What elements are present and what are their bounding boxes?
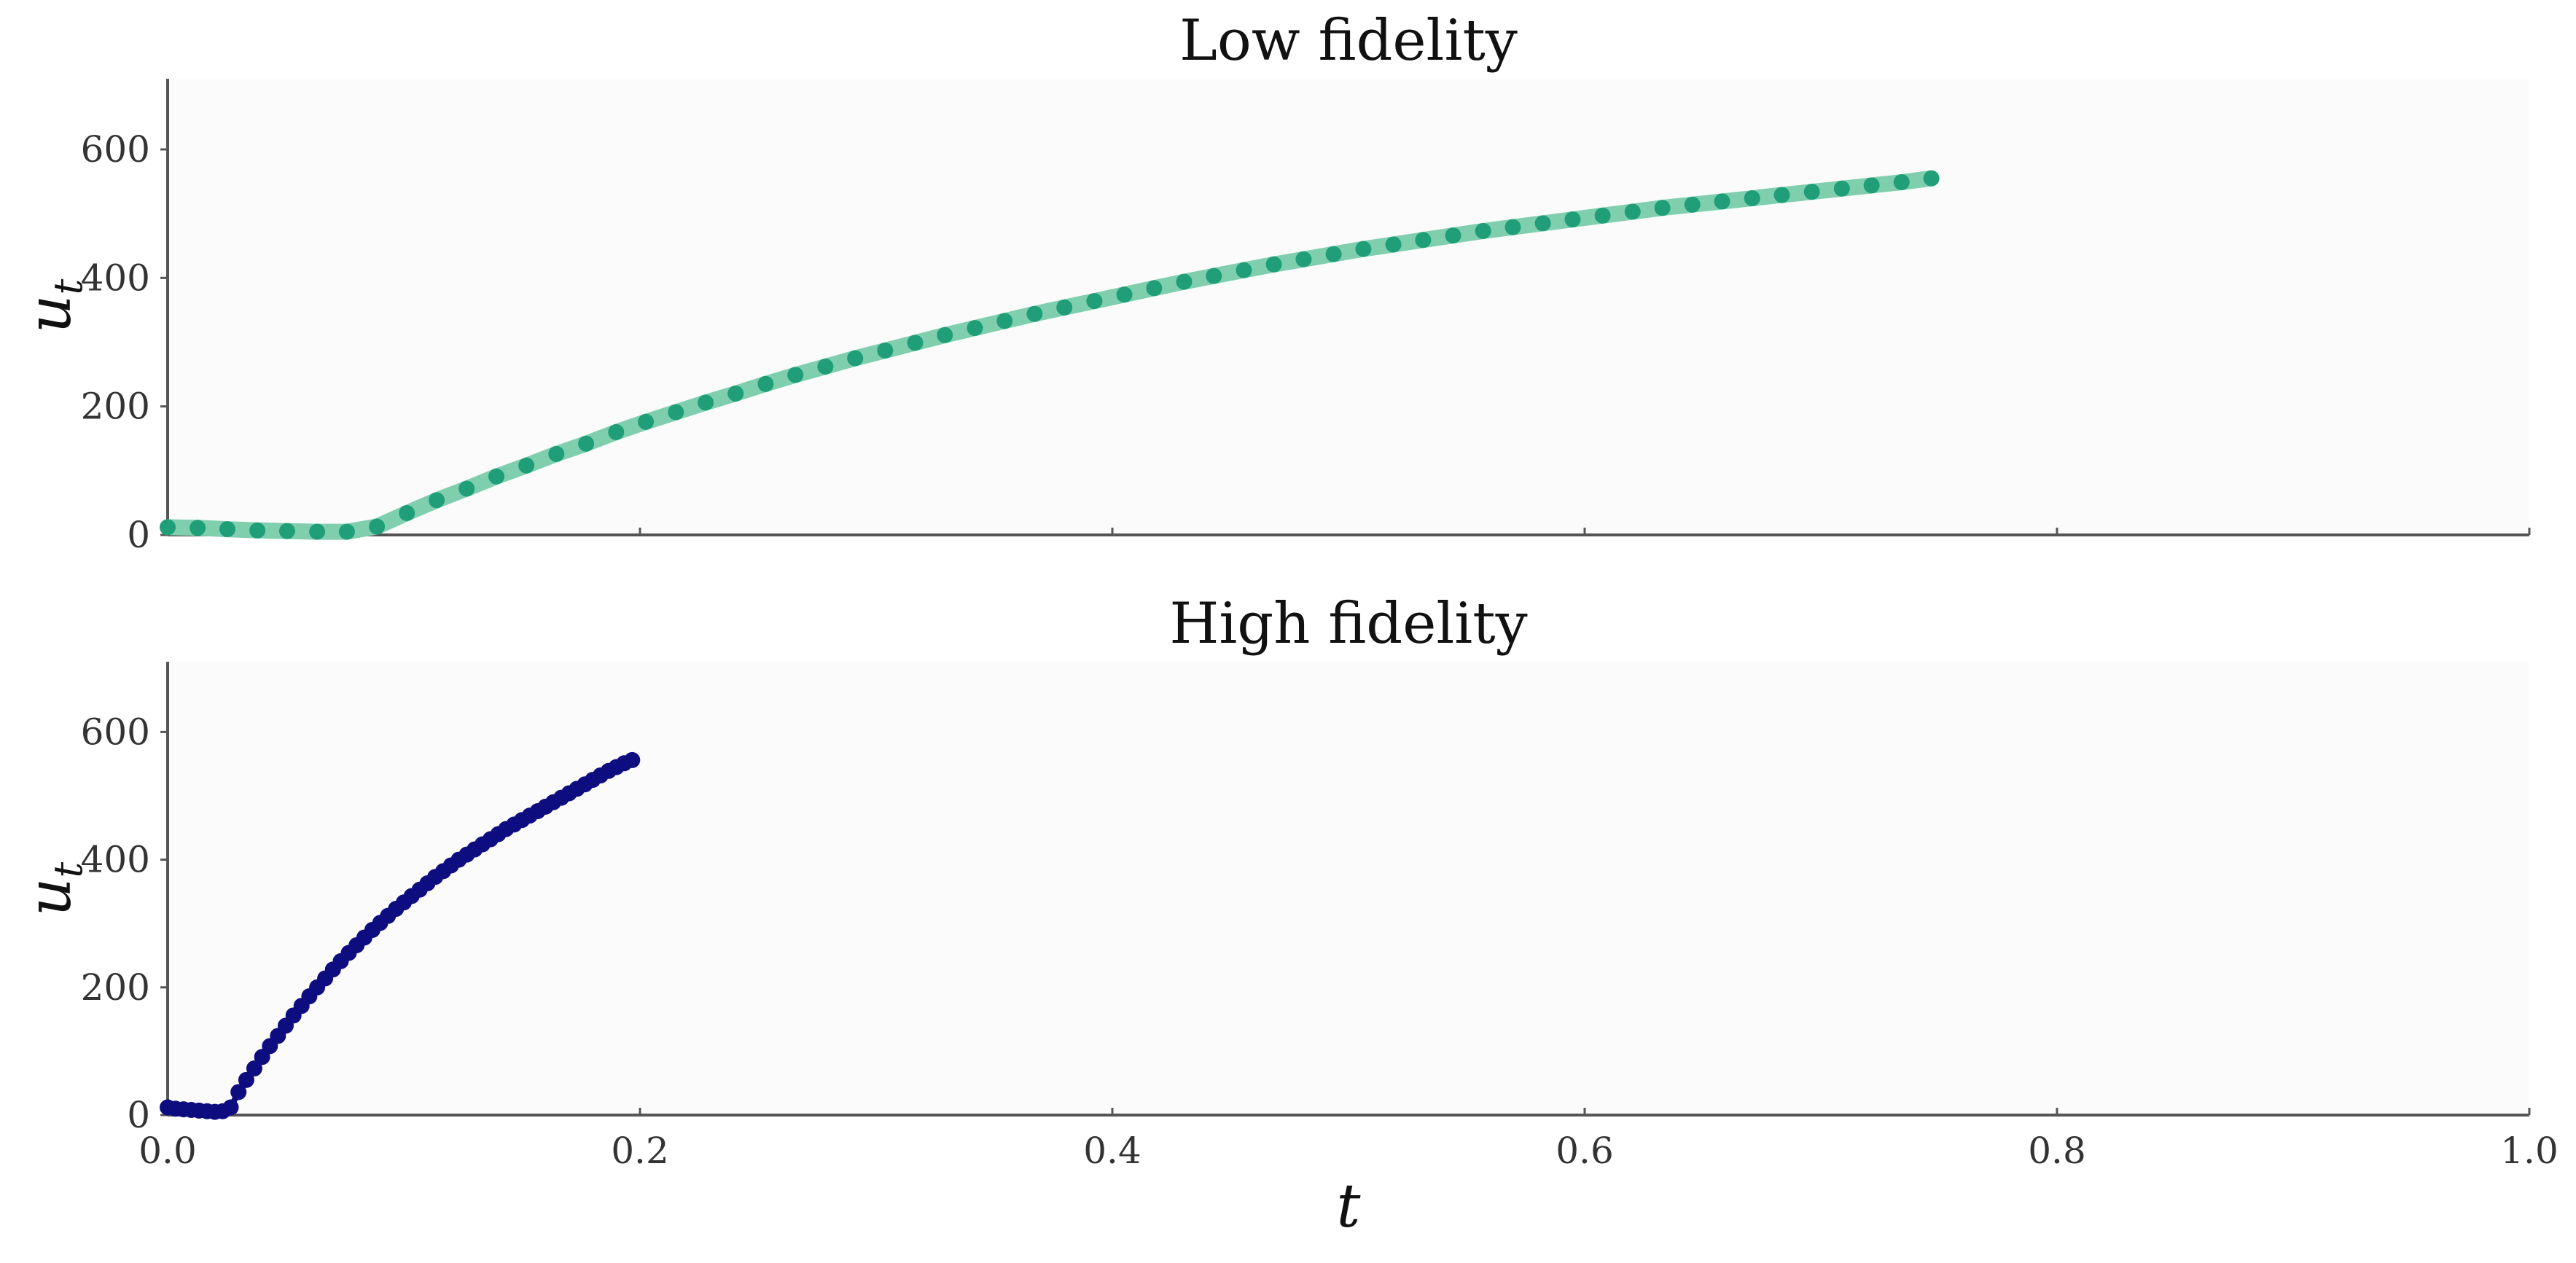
svg-text:ut: ut bbox=[15, 861, 91, 916]
plot-area-high bbox=[168, 662, 2529, 1115]
data-point-low bbox=[1026, 305, 1043, 322]
data-point-low bbox=[1176, 273, 1193, 290]
data-point-low bbox=[338, 523, 355, 540]
data-point-low bbox=[1863, 177, 1880, 194]
x-tick-label-high: 0.0 bbox=[138, 1130, 197, 1172]
series-low bbox=[160, 170, 1940, 540]
data-point-low bbox=[1684, 196, 1701, 213]
data-point-low bbox=[1325, 246, 1342, 262]
data-point-low bbox=[399, 505, 415, 522]
title-high: High fidelity bbox=[1169, 591, 1527, 657]
y-tick-label-low: 200 bbox=[81, 386, 150, 428]
data-point-low bbox=[578, 435, 595, 452]
data-point-low bbox=[1385, 236, 1402, 253]
data-point-low bbox=[1833, 180, 1850, 197]
y-tick-label-low: 0 bbox=[127, 514, 150, 556]
data-point-low bbox=[1654, 200, 1671, 216]
y-tick-label-high: 400 bbox=[81, 839, 150, 881]
data-point-high bbox=[624, 751, 641, 768]
data-point-low bbox=[817, 358, 834, 375]
data-point-low bbox=[1744, 189, 1760, 206]
y-tick-label-high: 0 bbox=[127, 1094, 150, 1136]
y-tick-label-low: 400 bbox=[81, 257, 150, 299]
data-point-low bbox=[638, 413, 655, 430]
data-point-low bbox=[219, 521, 235, 538]
data-point-low bbox=[1236, 262, 1252, 278]
x-tick-label-high: 0.2 bbox=[611, 1130, 669, 1172]
data-point-low bbox=[1116, 286, 1133, 303]
data-point-low bbox=[278, 523, 295, 539]
data-point-high bbox=[238, 1071, 254, 1088]
data-point-low bbox=[996, 313, 1013, 329]
data-point-low bbox=[1086, 293, 1103, 310]
series-high bbox=[160, 751, 641, 1120]
data-point-low bbox=[1504, 219, 1521, 235]
data-point-low bbox=[548, 445, 565, 462]
ylabel-low-main: u bbox=[15, 294, 85, 333]
ylabel-high-main: u bbox=[15, 877, 85, 916]
data-point-low bbox=[1146, 280, 1163, 297]
y-tick-label-high: 600 bbox=[81, 711, 150, 753]
data-point-low bbox=[1594, 207, 1611, 224]
data-point-low bbox=[1564, 211, 1581, 228]
data-point-low bbox=[1714, 193, 1730, 210]
y-tick-label-low: 600 bbox=[81, 128, 150, 171]
data-point-low bbox=[309, 523, 326, 540]
data-point-low bbox=[1773, 187, 1790, 203]
y-ticks-low: 0 200 400 600 bbox=[81, 128, 168, 556]
data-point-low bbox=[727, 386, 744, 402]
data-point-low bbox=[907, 335, 924, 351]
data-point-low bbox=[1206, 267, 1222, 284]
ylabel-high-sub: t bbox=[45, 861, 91, 877]
data-point-low bbox=[937, 326, 953, 343]
data-point-low bbox=[429, 492, 445, 509]
y-tick-label-high: 200 bbox=[81, 966, 150, 1009]
data-point-low bbox=[698, 394, 714, 411]
data-point-low bbox=[249, 522, 266, 539]
svg-text:ut: ut bbox=[15, 278, 91, 333]
data-point-high bbox=[222, 1099, 239, 1116]
data-point-low bbox=[1893, 173, 1910, 190]
x-tick-label-high: 0.4 bbox=[1083, 1130, 1141, 1172]
data-point-low bbox=[518, 457, 535, 474]
x-axis-label: t bbox=[1337, 1172, 1362, 1241]
data-point-high bbox=[230, 1084, 247, 1100]
data-point-low bbox=[668, 404, 684, 421]
data-point-low bbox=[1445, 227, 1461, 244]
data-point-low bbox=[1355, 241, 1372, 257]
panel-low-fidelity: Low fidelity ut 0 200 400 600 bbox=[15, 8, 2531, 556]
data-point-low bbox=[458, 480, 475, 497]
data-point-low bbox=[1056, 299, 1073, 316]
data-point-low bbox=[967, 320, 983, 337]
data-point-low bbox=[160, 519, 176, 536]
data-point-low bbox=[1475, 222, 1491, 239]
data-point-low bbox=[1534, 215, 1551, 232]
data-point-high bbox=[246, 1060, 262, 1077]
data-point-low bbox=[1265, 256, 1282, 273]
x-tick-label-high: 0.6 bbox=[1556, 1130, 1614, 1172]
x-tick-label-high: 1.0 bbox=[2500, 1130, 2559, 1172]
x-ticks-high: 0.0 0.2 0.4 0.6 0.8 1.0 bbox=[138, 1108, 2559, 1172]
data-point-low bbox=[1803, 184, 1820, 200]
ylabel-low-sub: t bbox=[45, 278, 91, 294]
data-point-low bbox=[1923, 170, 1940, 187]
ylabel-low: ut bbox=[15, 278, 91, 333]
y-ticks-high: 0 200 400 600 bbox=[81, 711, 168, 1136]
data-point-low bbox=[787, 367, 804, 383]
data-point-low bbox=[877, 342, 894, 359]
data-point-low bbox=[757, 375, 774, 392]
title-low: Low fidelity bbox=[1179, 8, 1518, 74]
data-point-low bbox=[847, 350, 864, 367]
data-point-low bbox=[608, 423, 625, 440]
data-point-low bbox=[1624, 203, 1641, 220]
ylabel-high: ut bbox=[15, 861, 91, 916]
data-point-low bbox=[1415, 232, 1432, 249]
data-point-low bbox=[190, 520, 206, 536]
x-tick-label-high: 0.8 bbox=[2028, 1130, 2086, 1172]
data-point-low bbox=[369, 518, 386, 535]
data-point-low bbox=[1295, 251, 1312, 267]
data-point-low bbox=[488, 468, 505, 485]
